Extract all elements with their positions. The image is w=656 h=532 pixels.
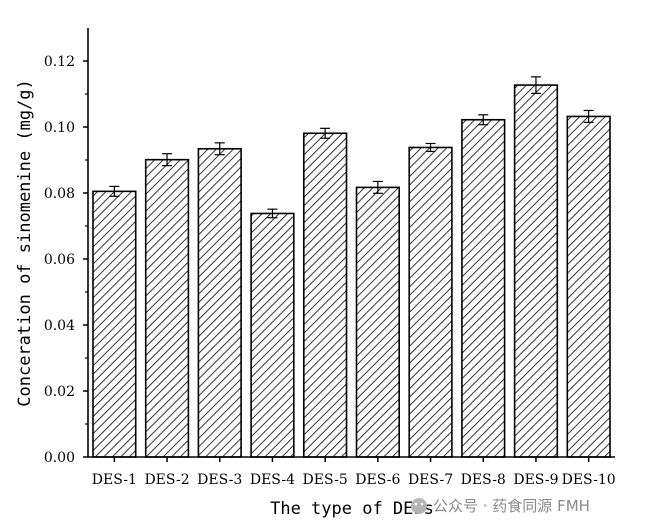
bar-des-9 (513, 84, 559, 458)
bar-des-3 (197, 147, 242, 458)
bar-des-8 (461, 118, 506, 458)
y-tick-label: 0.06 (44, 252, 75, 268)
x-tick-label: DES-1 (92, 472, 137, 488)
y-tick-label: 0.02 (44, 384, 75, 400)
y-tick-label: 0.00 (44, 450, 75, 466)
bar-des-4 (250, 212, 295, 458)
y-ticks-layer: 0.00 0.02 0.04 0.06 0.08 0.10 0.12 (44, 54, 88, 466)
error-bar-des-5 (320, 127, 331, 139)
y-tick-label: 0.12 (44, 54, 75, 70)
bar-des-6 (355, 186, 401, 458)
error-bar-des-9 (530, 76, 541, 94)
error-bar-des-10 (583, 109, 594, 123)
x-axis-title: The type of DESs (270, 499, 434, 519)
y-axis-title: Conceration of sinomenine (mg/g) (15, 79, 35, 407)
error-bar-des-2 (162, 153, 173, 167)
y-tick-label: 0.08 (44, 186, 75, 202)
watermark-text: 公众号 · 药食同源 FMH (433, 497, 590, 515)
x-tick-label: DES-10 (562, 472, 616, 488)
x-tick-label: DES-9 (513, 472, 558, 488)
bar-des-2 (144, 158, 190, 458)
bars-layer (92, 84, 611, 458)
watermark: 公众号 · 药食同源 FMH (411, 497, 590, 515)
bar-des-1 (92, 190, 137, 458)
error-bar-des-8 (478, 114, 489, 126)
error-bar-des-1 (109, 185, 120, 197)
x-tick-label: DES-4 (250, 472, 295, 488)
x-tick-label: DES-7 (408, 472, 453, 488)
error-bar-des-6 (372, 180, 383, 194)
error-bar-des-3 (214, 142, 225, 156)
x-tick-label: DES-3 (197, 472, 242, 488)
axes-layer (87, 28, 615, 458)
x-tick-label: DES-8 (461, 472, 506, 488)
x-ticks-layer: DES-1 DES-2 DES-3 DES-4 DES-5 DES-6 DES-7 DES-8… (92, 457, 616, 488)
error-bar-des-4 (267, 208, 278, 219)
wechat-icon (411, 498, 427, 514)
bar-des-10 (566, 115, 611, 458)
x-tick-label: DES-6 (355, 472, 400, 488)
error-bar-des-7 (425, 142, 436, 153)
y-tick-label: 0.10 (44, 120, 75, 136)
bar-des-7 (408, 146, 453, 458)
bar-des-5 (303, 132, 348, 458)
x-tick-label: DES-5 (303, 472, 348, 488)
x-tick-label: DES-2 (144, 472, 189, 488)
error-bars-layer (109, 76, 594, 219)
y-tick-label: 0.04 (44, 318, 75, 334)
